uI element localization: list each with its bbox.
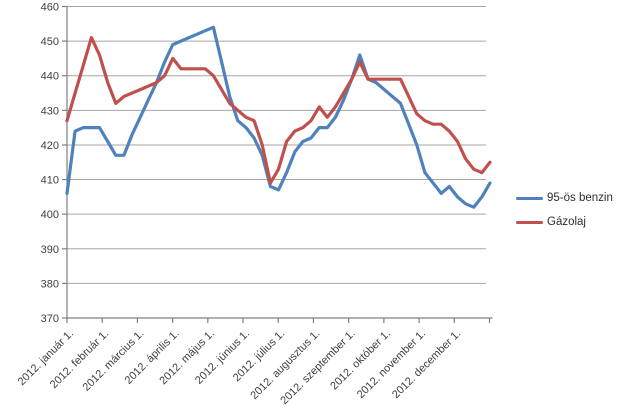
y-axis-label: 460 xyxy=(41,2,59,14)
legend-item: 95-ös benzin xyxy=(516,186,613,210)
y-axis-label: 450 xyxy=(41,36,59,48)
legend-item: Gázolaj xyxy=(516,210,613,234)
y-axis-label: 440 xyxy=(41,71,59,83)
y-axis-label: 400 xyxy=(41,209,59,221)
legend: 95-ös benzin Gázolaj xyxy=(516,186,613,234)
y-axis-label: 380 xyxy=(41,278,59,290)
y-axis-label: 430 xyxy=(41,105,59,117)
legend-line-swatch xyxy=(516,220,543,224)
y-axis-label: 420 xyxy=(41,140,59,152)
series-line-95-s-benzin xyxy=(65,25,492,209)
legend-label: 95-ös benzin xyxy=(547,192,613,204)
y-axis-label: 410 xyxy=(41,175,59,187)
x-axis-label: 2012. december 1. xyxy=(390,328,463,401)
x-axis-label: 2012. október 1. xyxy=(328,328,393,393)
y-axis-label: 370 xyxy=(41,313,59,325)
y-axis-label: 390 xyxy=(41,244,59,256)
x-axis-label: 2012. március 1. xyxy=(81,328,147,394)
legend-line-swatch xyxy=(516,196,543,200)
legend-label: Gázolaj xyxy=(547,216,586,228)
series-line-g-zolaj xyxy=(65,35,492,185)
